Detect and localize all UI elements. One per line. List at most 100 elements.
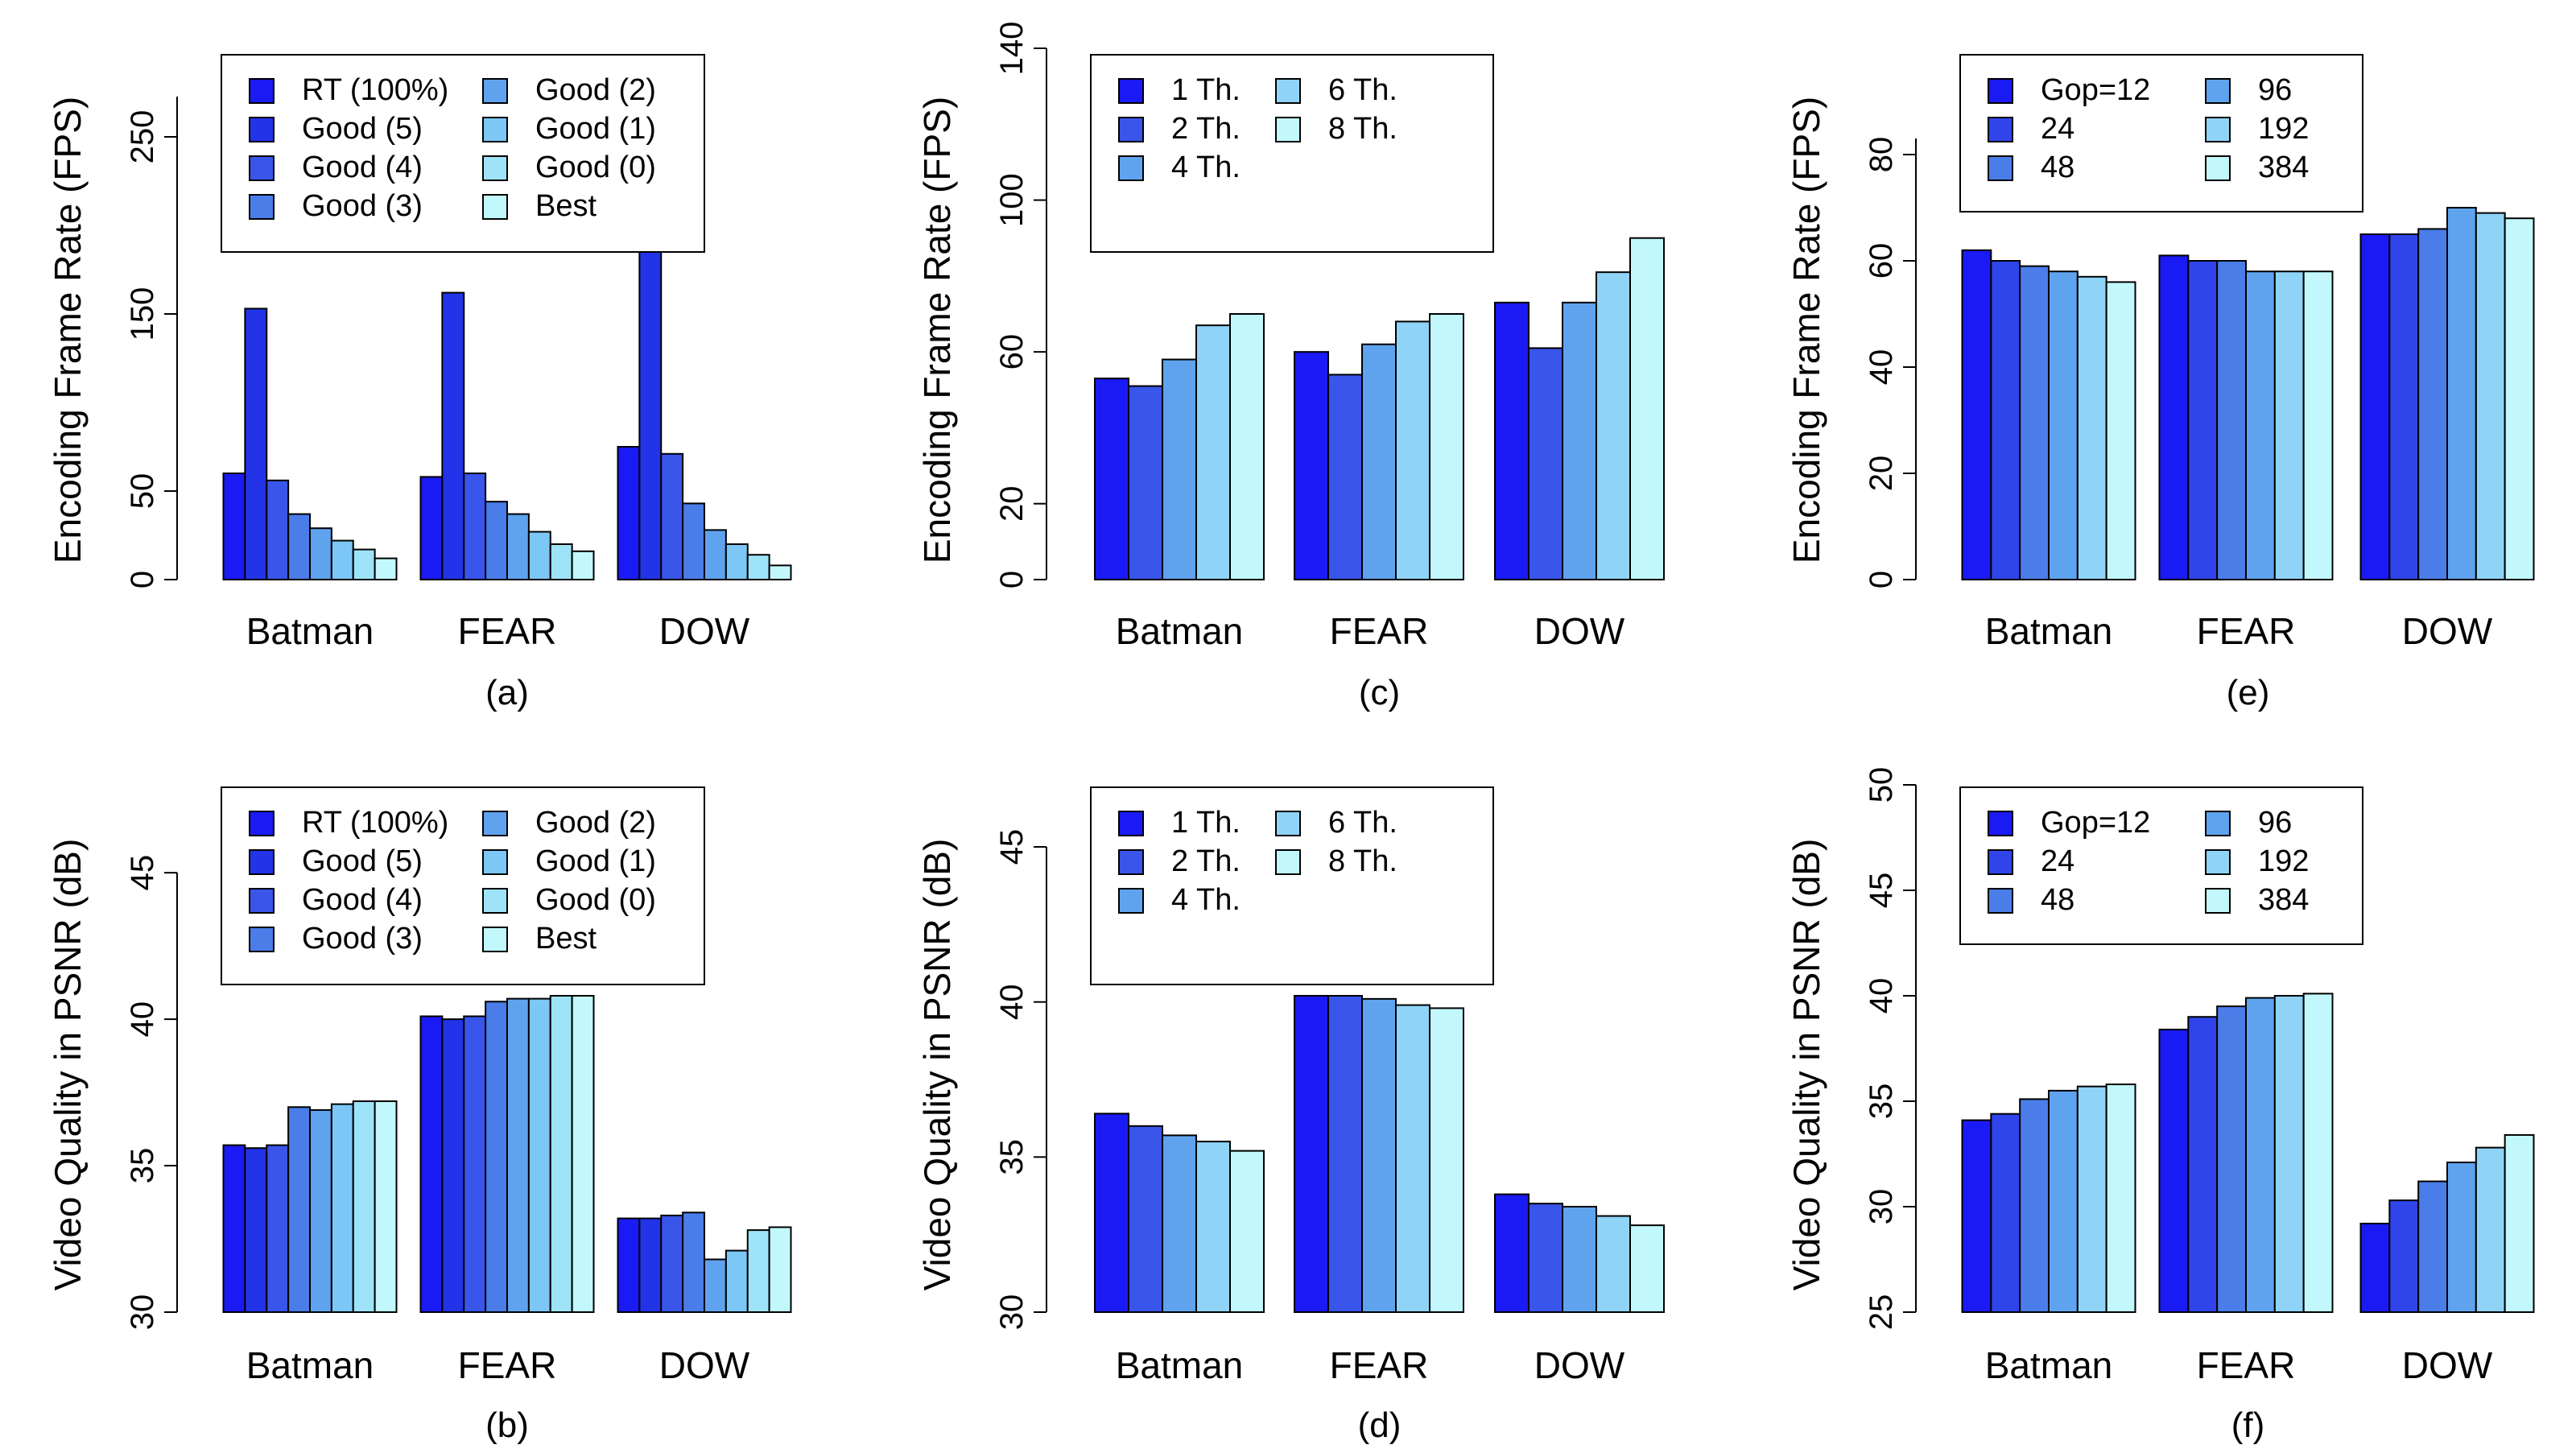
y-tick-label: 30	[994, 1294, 1030, 1331]
category-label: Batman	[246, 610, 374, 652]
legend-label: 6 Th.	[1328, 806, 1397, 840]
legend-swatch	[1118, 117, 1144, 142]
bar	[2446, 1161, 2477, 1313]
bar	[1128, 1125, 1163, 1313]
legend-label: 192	[2258, 112, 2309, 146]
legend-swatch	[1275, 117, 1301, 142]
panel-label: (b)	[485, 1406, 529, 1445]
y-axis-label: Encoding Frame Rate (FPS)	[916, 97, 958, 563]
legend-label: 192	[2258, 844, 2309, 878]
legend-label: RT (100%)	[302, 73, 448, 107]
bar	[2273, 270, 2305, 580]
bar	[2302, 270, 2334, 580]
bar	[617, 446, 641, 580]
bar	[309, 527, 332, 581]
bar	[222, 1144, 246, 1313]
bar	[2245, 997, 2276, 1313]
y-tick-label: 45	[125, 855, 160, 891]
legend-label: 384	[2258, 883, 2309, 917]
bar	[768, 1226, 792, 1313]
y-tick-label: 40	[1864, 349, 1899, 386]
y-tick-label: 45	[994, 829, 1030, 865]
legend-label: 8 Th.	[1328, 844, 1397, 878]
bar	[374, 1100, 398, 1313]
bar	[2105, 281, 2136, 580]
bar	[682, 502, 706, 581]
legend: 1 Th. 2 Th. 4 Th. 6 Th. 8 Th.	[1090, 54, 1494, 253]
bar	[463, 1015, 487, 1313]
bar	[1494, 1193, 1530, 1313]
legend-swatch	[482, 117, 508, 142]
category-label: DOW	[2402, 610, 2493, 652]
bar	[1629, 1224, 1665, 1313]
y-tick-label: 60	[994, 334, 1030, 370]
y-tick-label: 0	[1864, 571, 1899, 588]
legend-box	[221, 786, 705, 985]
bar	[724, 543, 749, 580]
legend-label: Good (3)	[302, 189, 423, 223]
legend-swatch	[1118, 811, 1144, 836]
panel-label: (f)	[2231, 1406, 2265, 1445]
legend-swatch	[2205, 811, 2231, 836]
bar	[1596, 271, 1631, 580]
legend-label: 48	[2041, 151, 2074, 184]
legend-label: Gop=12	[2041, 806, 2150, 840]
bar	[2359, 233, 2391, 580]
legend-swatch	[249, 849, 275, 875]
bar	[638, 1217, 663, 1314]
legend-swatch	[482, 811, 508, 836]
bar	[527, 997, 551, 1313]
y-tick-label: 35	[1864, 1084, 1899, 1120]
bar	[2019, 1098, 2050, 1313]
y-axis-label: Video Quality in PSNR (dB)	[916, 839, 958, 1291]
y-tick-label: 25	[1864, 1294, 1899, 1331]
category-label: FEAR	[2197, 1344, 2296, 1386]
chart-panel-d: Batman FEAR DOW 30 35 40 45 Video Quality in PS…	[916, 786, 1665, 1445]
bar	[571, 550, 595, 580]
bar	[1961, 1119, 1992, 1313]
category-label: DOW	[659, 1344, 750, 1386]
bar	[1629, 237, 1665, 580]
legend-swatch	[1118, 849, 1144, 875]
legend-label: 4 Th.	[1171, 883, 1241, 917]
bar	[527, 530, 551, 580]
y-tick-label: 140	[994, 22, 1030, 76]
bar	[1494, 301, 1530, 580]
bar	[2105, 1084, 2136, 1314]
bar	[2245, 270, 2276, 580]
category-label: FEAR	[1330, 1344, 1429, 1386]
y-tick-label: 50	[1864, 767, 1899, 803]
bar	[222, 473, 246, 580]
y-tick-label: 0	[994, 571, 1030, 588]
legend-swatch	[2205, 78, 2231, 104]
legend-label: Good (1)	[535, 844, 656, 878]
y-tick-label: 100	[994, 173, 1030, 227]
bar	[2187, 1016, 2219, 1313]
y-tick-label: 30	[1864, 1189, 1899, 1225]
bar	[244, 308, 268, 580]
bar	[2388, 1199, 2420, 1314]
bar	[2158, 254, 2190, 580]
legend-label: Good (0)	[535, 151, 656, 184]
bar	[2417, 1180, 2448, 1314]
y-tick-label: 45	[1864, 873, 1899, 909]
bar	[419, 476, 444, 581]
panel-label: (d)	[1358, 1406, 1402, 1445]
y-tick-label: 40	[125, 1001, 160, 1038]
legend: RT (100%) Good (5) Good (4) Good (3) Good (2…	[221, 54, 705, 253]
bar	[485, 1001, 509, 1314]
legend-swatch	[1988, 849, 2013, 875]
legend-swatch	[1275, 811, 1301, 836]
bar	[1294, 351, 1329, 580]
category-label: DOW	[1534, 610, 1625, 652]
bar	[1094, 1112, 1129, 1314]
chart-panel-a: Batman FEAR DOW 0 50 150 250 Encoding Frame Rat…	[47, 54, 792, 712]
legend-label: Good (2)	[535, 806, 656, 840]
bar	[1162, 1134, 1197, 1313]
bar	[549, 995, 573, 1313]
legend-label: Best	[535, 189, 597, 223]
bar	[1162, 358, 1197, 580]
bar	[330, 539, 354, 580]
bar	[2048, 270, 2079, 580]
legend-label: Good (5)	[302, 112, 423, 146]
